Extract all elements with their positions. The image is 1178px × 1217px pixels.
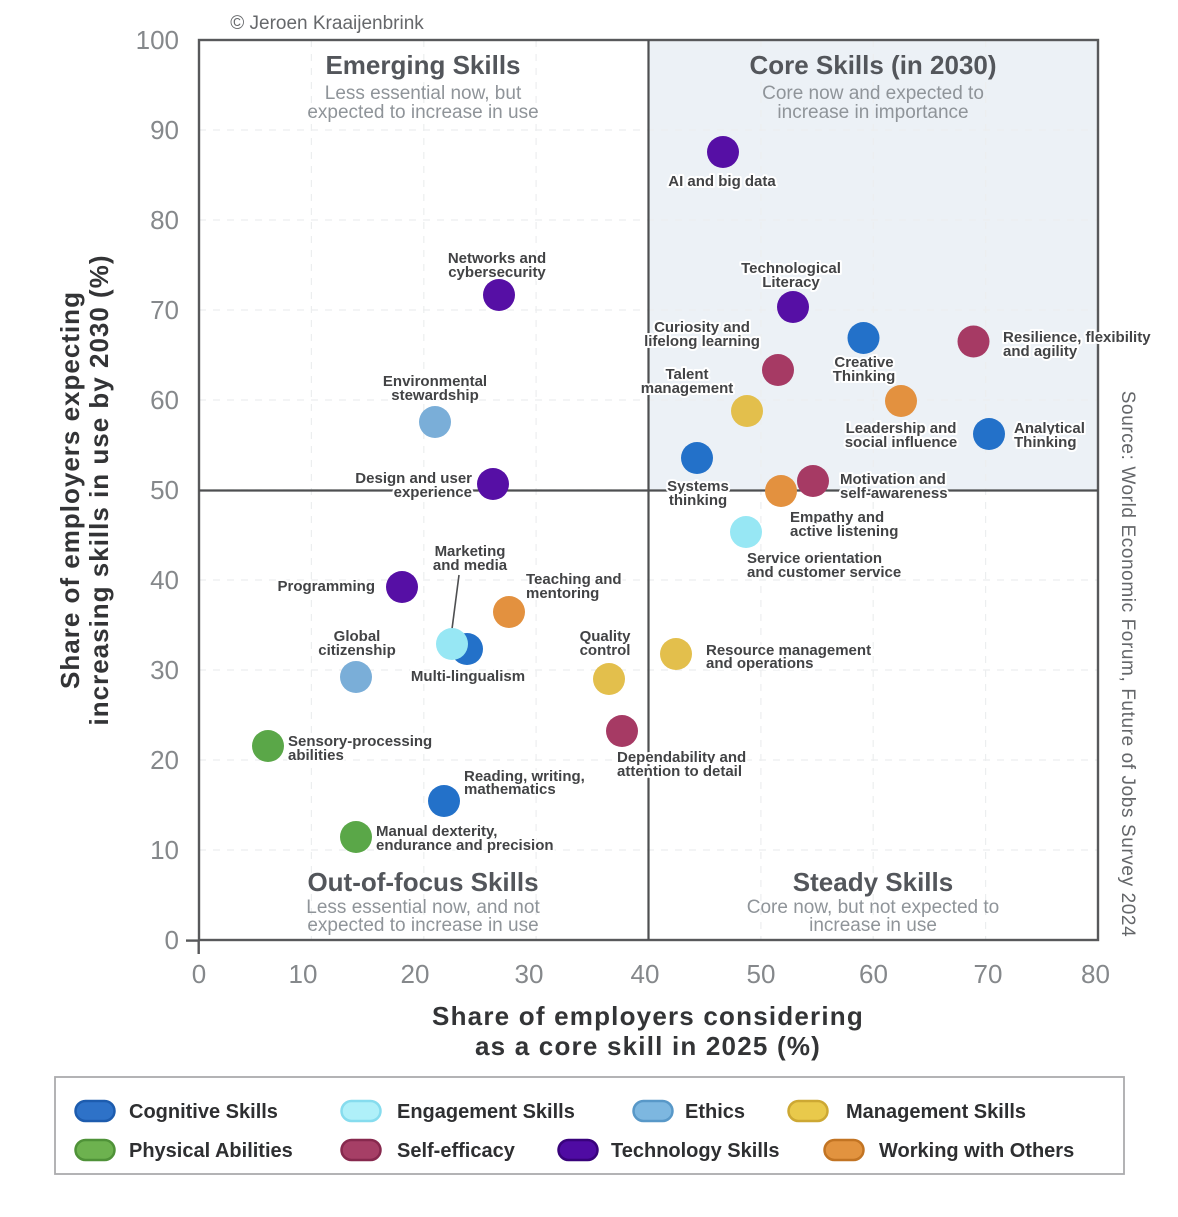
svg-text:Marketing: Marketing [435, 543, 506, 560]
svg-text:attention to detail: attention to detail [617, 763, 742, 780]
svg-text:mathematics: mathematics [464, 781, 556, 798]
svg-text:70: 70 [974, 959, 1003, 989]
svg-text:Multi-lingualism: Multi-lingualism [411, 668, 525, 685]
svg-text:Service orientation: Service orientation [747, 550, 882, 567]
svg-text:Global: Global [334, 628, 381, 645]
svg-text:Design and user: Design and user [355, 470, 472, 487]
svg-text:Out-of-focus Skills: Out-of-focus Skills [307, 867, 538, 897]
svg-text:80: 80 [150, 205, 179, 235]
svg-text:Networks and: Networks and [448, 250, 546, 267]
svg-text:Physical Abilities: Physical Abilities [129, 1140, 293, 1162]
svg-text:Core Skills (in 2030): Core Skills (in 2030) [749, 50, 996, 80]
svg-text:Leadership and: Leadership and [846, 420, 957, 437]
svg-text:Thinking: Thinking [833, 368, 896, 385]
svg-text:and media: and media [433, 557, 508, 574]
svg-text:10: 10 [289, 959, 318, 989]
svg-text:80: 80 [1081, 959, 1110, 989]
svg-text:endurance and precision: endurance and precision [376, 837, 554, 854]
svg-text:40: 40 [631, 959, 660, 989]
svg-text:control: control [580, 642, 631, 659]
svg-text:Less essential now, and not: Less essential now, and not [306, 897, 540, 918]
svg-text:lifelong learning: lifelong learning [644, 333, 760, 350]
svg-text:Programming: Programming [277, 578, 375, 595]
svg-text:Self-efficacy: Self-efficacy [397, 1140, 516, 1162]
svg-text:0: 0 [192, 959, 206, 989]
svg-text:expected to increase in use: expected to increase in use [307, 102, 538, 123]
svg-text:Share of employers expecting: Share of employers expecting [55, 291, 85, 689]
svg-text:Technology Skills: Technology Skills [611, 1140, 780, 1162]
svg-text:AI and big data: AI and big data [668, 173, 776, 190]
svg-text:Dependability and: Dependability and [617, 749, 746, 766]
svg-text:citizenship: citizenship [318, 642, 396, 659]
svg-text:Engagement Skills: Engagement Skills [397, 1101, 575, 1123]
svg-text:management: management [641, 380, 734, 397]
svg-text:Technological: Technological [741, 260, 841, 277]
svg-text:abilities: abilities [288, 747, 344, 764]
svg-text:thinking: thinking [669, 492, 727, 509]
svg-text:50: 50 [150, 475, 179, 505]
svg-text:Core now, but not expected to: Core now, but not expected to [747, 897, 999, 918]
svg-text:60: 60 [859, 959, 888, 989]
svg-text:70: 70 [150, 295, 179, 325]
svg-text:0: 0 [165, 925, 179, 955]
svg-text:Creative: Creative [834, 354, 893, 371]
svg-text:30: 30 [515, 959, 544, 989]
svg-text:Reading, writing,: Reading, writing, [464, 768, 585, 785]
svg-text:Manual dexterity,: Manual dexterity, [376, 823, 497, 840]
svg-text:Steady Skills: Steady Skills [793, 867, 953, 897]
svg-text:active listening: active listening [790, 523, 898, 540]
svg-text:Motivation and: Motivation and [840, 471, 946, 488]
svg-text:Share of employers considering: Share of employers considering [432, 1001, 864, 1031]
svg-text:Systems: Systems [667, 478, 729, 495]
svg-text:Cognitive Skills: Cognitive Skills [129, 1101, 278, 1123]
svg-text:cybersecurity: cybersecurity [448, 264, 546, 281]
svg-text:and operations: and operations [706, 655, 814, 672]
svg-text:100: 100 [136, 25, 179, 55]
svg-text:self-awareness: self-awareness [840, 485, 948, 502]
svg-text:20: 20 [150, 745, 179, 775]
svg-text:Empathy and: Empathy and [790, 509, 884, 526]
svg-text:© Jeroen Kraaijenbrink: © Jeroen Kraaijenbrink [230, 13, 424, 34]
svg-text:Core now and expected to: Core now and expected to [762, 83, 984, 104]
svg-text:stewardship: stewardship [391, 387, 479, 404]
svg-text:and customer service: and customer service [747, 564, 901, 581]
svg-text:experience: experience [394, 484, 472, 501]
svg-text:Sensory-processing: Sensory-processing [288, 733, 432, 750]
svg-text:Teaching and: Teaching and [526, 571, 622, 588]
svg-text:60: 60 [150, 385, 179, 415]
svg-text:40: 40 [150, 565, 179, 595]
svg-text:Source: World Economic Forum,: Source: World Economic Forum, Future of … [1117, 391, 1138, 937]
svg-text:mentoring: mentoring [526, 585, 599, 602]
svg-text:social influence: social influence [845, 434, 958, 451]
svg-text:Emerging Skills: Emerging Skills [325, 50, 520, 80]
svg-text:increase in importance: increase in importance [777, 102, 968, 123]
svg-text:expected to increase in use: expected to increase in use [307, 915, 538, 936]
svg-text:Management Skills: Management Skills [846, 1101, 1026, 1123]
svg-text:Resource management: Resource management [706, 642, 871, 659]
svg-text:Analytical: Analytical [1014, 420, 1085, 437]
svg-text:10: 10 [150, 835, 179, 865]
svg-text:Less essential now, but: Less essential now, but [325, 83, 522, 104]
svg-text:and agility: and agility [1003, 343, 1078, 360]
svg-text:Thinking: Thinking [1014, 434, 1077, 451]
svg-text:Environmental: Environmental [383, 373, 487, 390]
svg-text:20: 20 [401, 959, 430, 989]
svg-text:Quality: Quality [580, 628, 632, 645]
svg-text:30: 30 [150, 655, 179, 685]
svg-text:50: 50 [747, 959, 776, 989]
svg-text:Resilience, flexibility: Resilience, flexibility [1003, 329, 1151, 346]
svg-text:Curiosity and: Curiosity and [654, 319, 750, 336]
svg-text:90: 90 [150, 115, 179, 145]
svg-text:Working with Others: Working with Others [879, 1140, 1074, 1162]
svg-text:Literacy: Literacy [762, 274, 820, 291]
svg-text:Ethics: Ethics [685, 1101, 745, 1123]
svg-text:Talent: Talent [665, 366, 708, 383]
svg-text:increasing skills in use by 20: increasing skills in use by 2030 (%) [84, 255, 114, 726]
svg-text:as a core skill in 2025 (%): as a core skill in 2025 (%) [475, 1031, 821, 1061]
svg-text:increase in use: increase in use [809, 915, 937, 936]
